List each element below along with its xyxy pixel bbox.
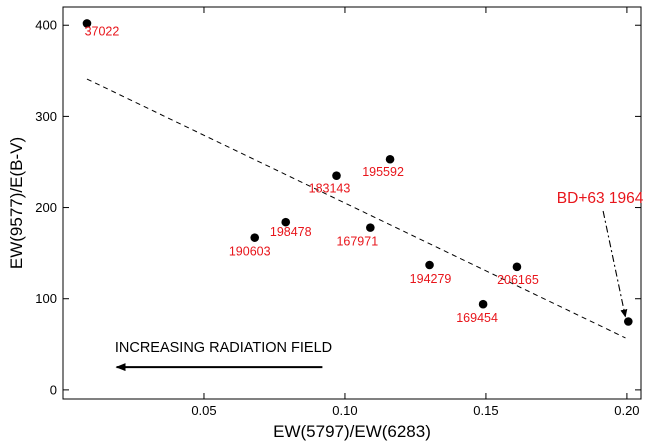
y-tick-label: 200 [35,200,57,215]
point-label: 37022 [85,24,120,38]
data-point [385,154,395,164]
x-tick-label: 0.05 [191,403,216,418]
x-tick-label: 0.20 [614,403,639,418]
point-label: 194279 [410,272,452,286]
y-tick-label: 400 [35,18,57,33]
axis-ticks: 0.05 0.10 0.15 0.20 0 100 200 300 400 [35,7,641,418]
y-tick-label: 300 [35,109,57,124]
y-axis-title: EW(9577)/E(B-V) [7,137,26,269]
data-point [478,299,488,309]
radiation-field-note: INCREASING RADIATION FIELD [115,340,332,356]
callout-label: BD+63 1964 [557,190,644,207]
data-points [82,19,633,326]
y-tick-label: 0 [50,382,57,397]
trend-line [86,78,626,339]
data-point [82,19,92,28]
point-label: 195592 [362,165,404,179]
point-label: 198478 [270,225,312,239]
point-label: 167971 [336,235,378,249]
x-tick-label: 0.10 [332,403,357,418]
data-point [425,260,434,270]
data-point [250,233,260,242]
point-label: 169454 [456,311,498,325]
data-point [332,171,341,180]
data-point [512,262,522,272]
callout-arrow [602,210,628,318]
point-label: 183143 [309,182,351,196]
data-point [366,223,375,232]
x-axis-title: EW(5797)/EW(6283) [273,422,431,441]
data-point [624,317,633,326]
point-label: 190603 [229,245,271,259]
y-tick-label: 100 [35,291,57,306]
x-tick-label: 0.15 [473,403,498,418]
plot-frame [62,6,642,400]
point-labels: 37022 190603 198478 183143 167971 195592 19427… [85,24,539,325]
data-point [281,217,291,227]
point-label: 206165 [497,273,539,287]
